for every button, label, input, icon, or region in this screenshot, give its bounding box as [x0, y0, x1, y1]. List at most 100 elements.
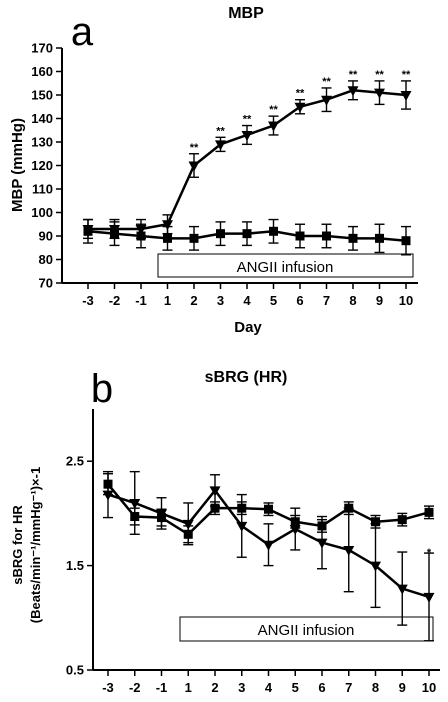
series-line [88, 89, 407, 231]
data-point-triangle [215, 140, 226, 151]
data-point-triangle [102, 490, 114, 501]
chart-title: MBP [228, 5, 264, 22]
significance-marker: ** [402, 69, 411, 81]
data-point-square [348, 233, 358, 243]
infusion-label: ANGII infusion [237, 259, 334, 276]
x-tick-label: 6 [296, 293, 303, 308]
x-tick-label: -3 [102, 680, 114, 695]
data-point-square [210, 503, 220, 513]
series-triangle-down [82, 80, 412, 240]
data-point-square [136, 231, 146, 241]
significance-marker: ** [216, 125, 225, 137]
x-tick-label: -1 [156, 680, 168, 695]
data-point-triangle [188, 161, 200, 172]
significance-marker: ** [322, 76, 331, 88]
y-tick-label: 140 [31, 111, 53, 126]
x-axis-label: Day [234, 319, 262, 336]
series-square [103, 473, 434, 544]
infusion-box [157, 253, 414, 278]
data-point-triangle [321, 95, 332, 106]
significance-marker: ** [190, 142, 199, 154]
y-tick-label: 90 [39, 229, 53, 244]
y-tick-label: 110 [32, 182, 53, 197]
data-point-triangle [241, 130, 253, 141]
data-point-square [183, 529, 193, 539]
data-point-square [189, 233, 199, 243]
data-point-square [110, 229, 119, 239]
x-tick-label: 10 [422, 680, 436, 695]
y-tick-label: 120 [31, 158, 53, 173]
y-tick-label: 0.5 [66, 663, 84, 678]
x-tick-label: 9 [376, 293, 383, 308]
data-point-square [237, 503, 247, 513]
x-tick-label: 3 [217, 293, 224, 308]
data-point-square [242, 229, 252, 239]
y-axis-label-line2: (Beats/min⁻¹/mmHg⁻¹)×-1 [28, 467, 43, 623]
data-point-triangle [347, 86, 359, 97]
data-point-triangle [236, 521, 248, 532]
x-tick-label: 5 [292, 680, 299, 695]
x-tick-label: 3 [238, 680, 245, 695]
x-tick-label: 2 [190, 293, 197, 308]
x-tick-label: 1 [164, 293, 171, 308]
y-tick-label: 100 [31, 205, 53, 220]
data-point-square [216, 229, 225, 239]
y-tick-label: 160 [31, 64, 53, 79]
x-tick-label: 9 [399, 680, 406, 695]
data-point-triangle [400, 91, 412, 101]
data-point-square [317, 521, 327, 531]
data-point-square [130, 512, 140, 522]
data-point-triangle [370, 561, 381, 572]
x-tick-label: 7 [345, 680, 352, 695]
significance-marker: ** [375, 69, 384, 81]
y-axis-label: MBP (mmHg) [9, 118, 26, 212]
data-point-square [371, 517, 380, 527]
data-point-triangle [268, 121, 279, 132]
x-tick-label: -2 [129, 680, 141, 695]
y-tick-label: 150 [31, 88, 53, 103]
x-tick-label: 6 [318, 680, 325, 695]
x-tick-label: 7 [323, 293, 330, 308]
x-tick-label: 4 [265, 680, 273, 695]
series-square [83, 218, 411, 256]
significance-marker: ** [269, 104, 278, 116]
x-tick-label: 10 [399, 293, 413, 308]
x-tick-label: 8 [372, 680, 379, 695]
data-point-square [157, 513, 166, 523]
data-point-triangle [374, 88, 385, 99]
data-point-square [269, 226, 278, 236]
data-point-square [264, 504, 273, 514]
data-point-triangle [263, 540, 274, 551]
data-point-square [163, 233, 172, 243]
data-point-triangle [129, 498, 141, 509]
x-tick-label: -2 [109, 293, 121, 308]
data-point-triangle [423, 592, 435, 603]
chart-title: sBRG (HR) [205, 369, 288, 386]
data-point-square [290, 517, 300, 527]
data-point-square [322, 231, 331, 241]
x-tick-label: -3 [82, 293, 94, 308]
y-tick-label: 130 [31, 135, 53, 150]
data-point-triangle [396, 584, 408, 595]
y-tick-label: 170 [31, 41, 53, 56]
significance-marker: ** [243, 114, 252, 126]
y-tick-label: 70 [39, 276, 53, 291]
data-point-square [83, 226, 93, 236]
data-point-triangle [343, 545, 355, 556]
x-tick-label: 2 [211, 680, 218, 695]
y-tick-label: 1.5 [66, 558, 84, 573]
data-point-square [295, 231, 305, 241]
significance-marker: * [427, 547, 432, 559]
x-tick-label: 4 [243, 293, 251, 308]
x-tick-label: 8 [349, 293, 356, 308]
data-point-triangle [209, 486, 221, 497]
infusion-label: ANGII infusion [258, 622, 355, 639]
x-tick-label: -1 [135, 293, 147, 308]
data-point-triangle [162, 220, 173, 231]
infusion-box [179, 616, 434, 642]
data-point-square [375, 233, 384, 243]
data-point-square [344, 503, 354, 513]
